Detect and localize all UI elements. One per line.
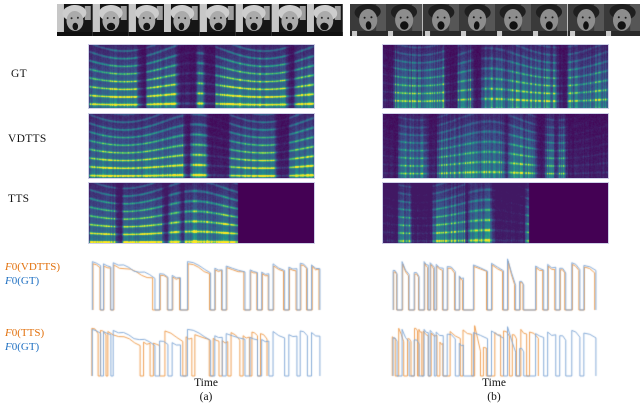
video-frame	[531, 4, 568, 36]
video-frame	[603, 4, 640, 36]
video-frame	[200, 4, 236, 36]
f0-legend-tts: F0(TTS) F0(GT)	[5, 326, 44, 354]
video-frame	[164, 4, 200, 36]
video-frames-b	[350, 4, 640, 36]
f0-plot-tts-b	[390, 318, 598, 378]
video-frame	[495, 4, 532, 36]
row-label-vdtts: VDTTS	[8, 133, 47, 145]
spectrogram-tts-a	[88, 182, 315, 244]
video-frame	[128, 4, 165, 36]
row-label-gt: GT	[11, 68, 27, 80]
video-frames-a	[57, 4, 343, 36]
video-frame	[386, 4, 423, 36]
video-frame	[307, 4, 343, 36]
legend-entry-f0-gt: F0(GT)	[5, 275, 40, 287]
video-frame	[271, 4, 308, 36]
video-frame	[92, 4, 129, 36]
video-frame	[422, 4, 459, 36]
video-frame	[350, 4, 387, 36]
video-frame	[567, 4, 604, 36]
legend-entry-f0-vdtts: F0(VDTTS)	[5, 261, 61, 273]
video-frame	[458, 4, 495, 36]
subcaption-a: (a)	[199, 391, 213, 403]
spectrogram-vdtts-b	[382, 113, 609, 179]
time-axis-label-a: Time	[194, 377, 218, 389]
subcaption-b: (b)	[487, 391, 501, 403]
f0-plot-tts-a	[90, 318, 322, 378]
video-frame	[57, 4, 93, 36]
f0-plot-vdtts-a	[90, 250, 322, 312]
spectrogram-tts-b	[382, 182, 609, 244]
time-axis-label-b: Time	[482, 377, 506, 389]
legend-entry-f0-gt: F0(GT)	[5, 341, 40, 353]
f0-legend-vdtts: F0(VDTTS) F0(GT)	[5, 260, 60, 288]
video-frame	[235, 4, 272, 36]
spectrogram-gt-b	[382, 44, 609, 109]
f0-plot-vdtts-b	[390, 250, 598, 312]
row-label-tts: TTS	[8, 193, 30, 205]
spectrogram-vdtts-a	[88, 113, 315, 179]
legend-entry-f0-tts: F0(TTS)	[5, 327, 45, 339]
spectrogram-gt-a	[88, 44, 315, 109]
